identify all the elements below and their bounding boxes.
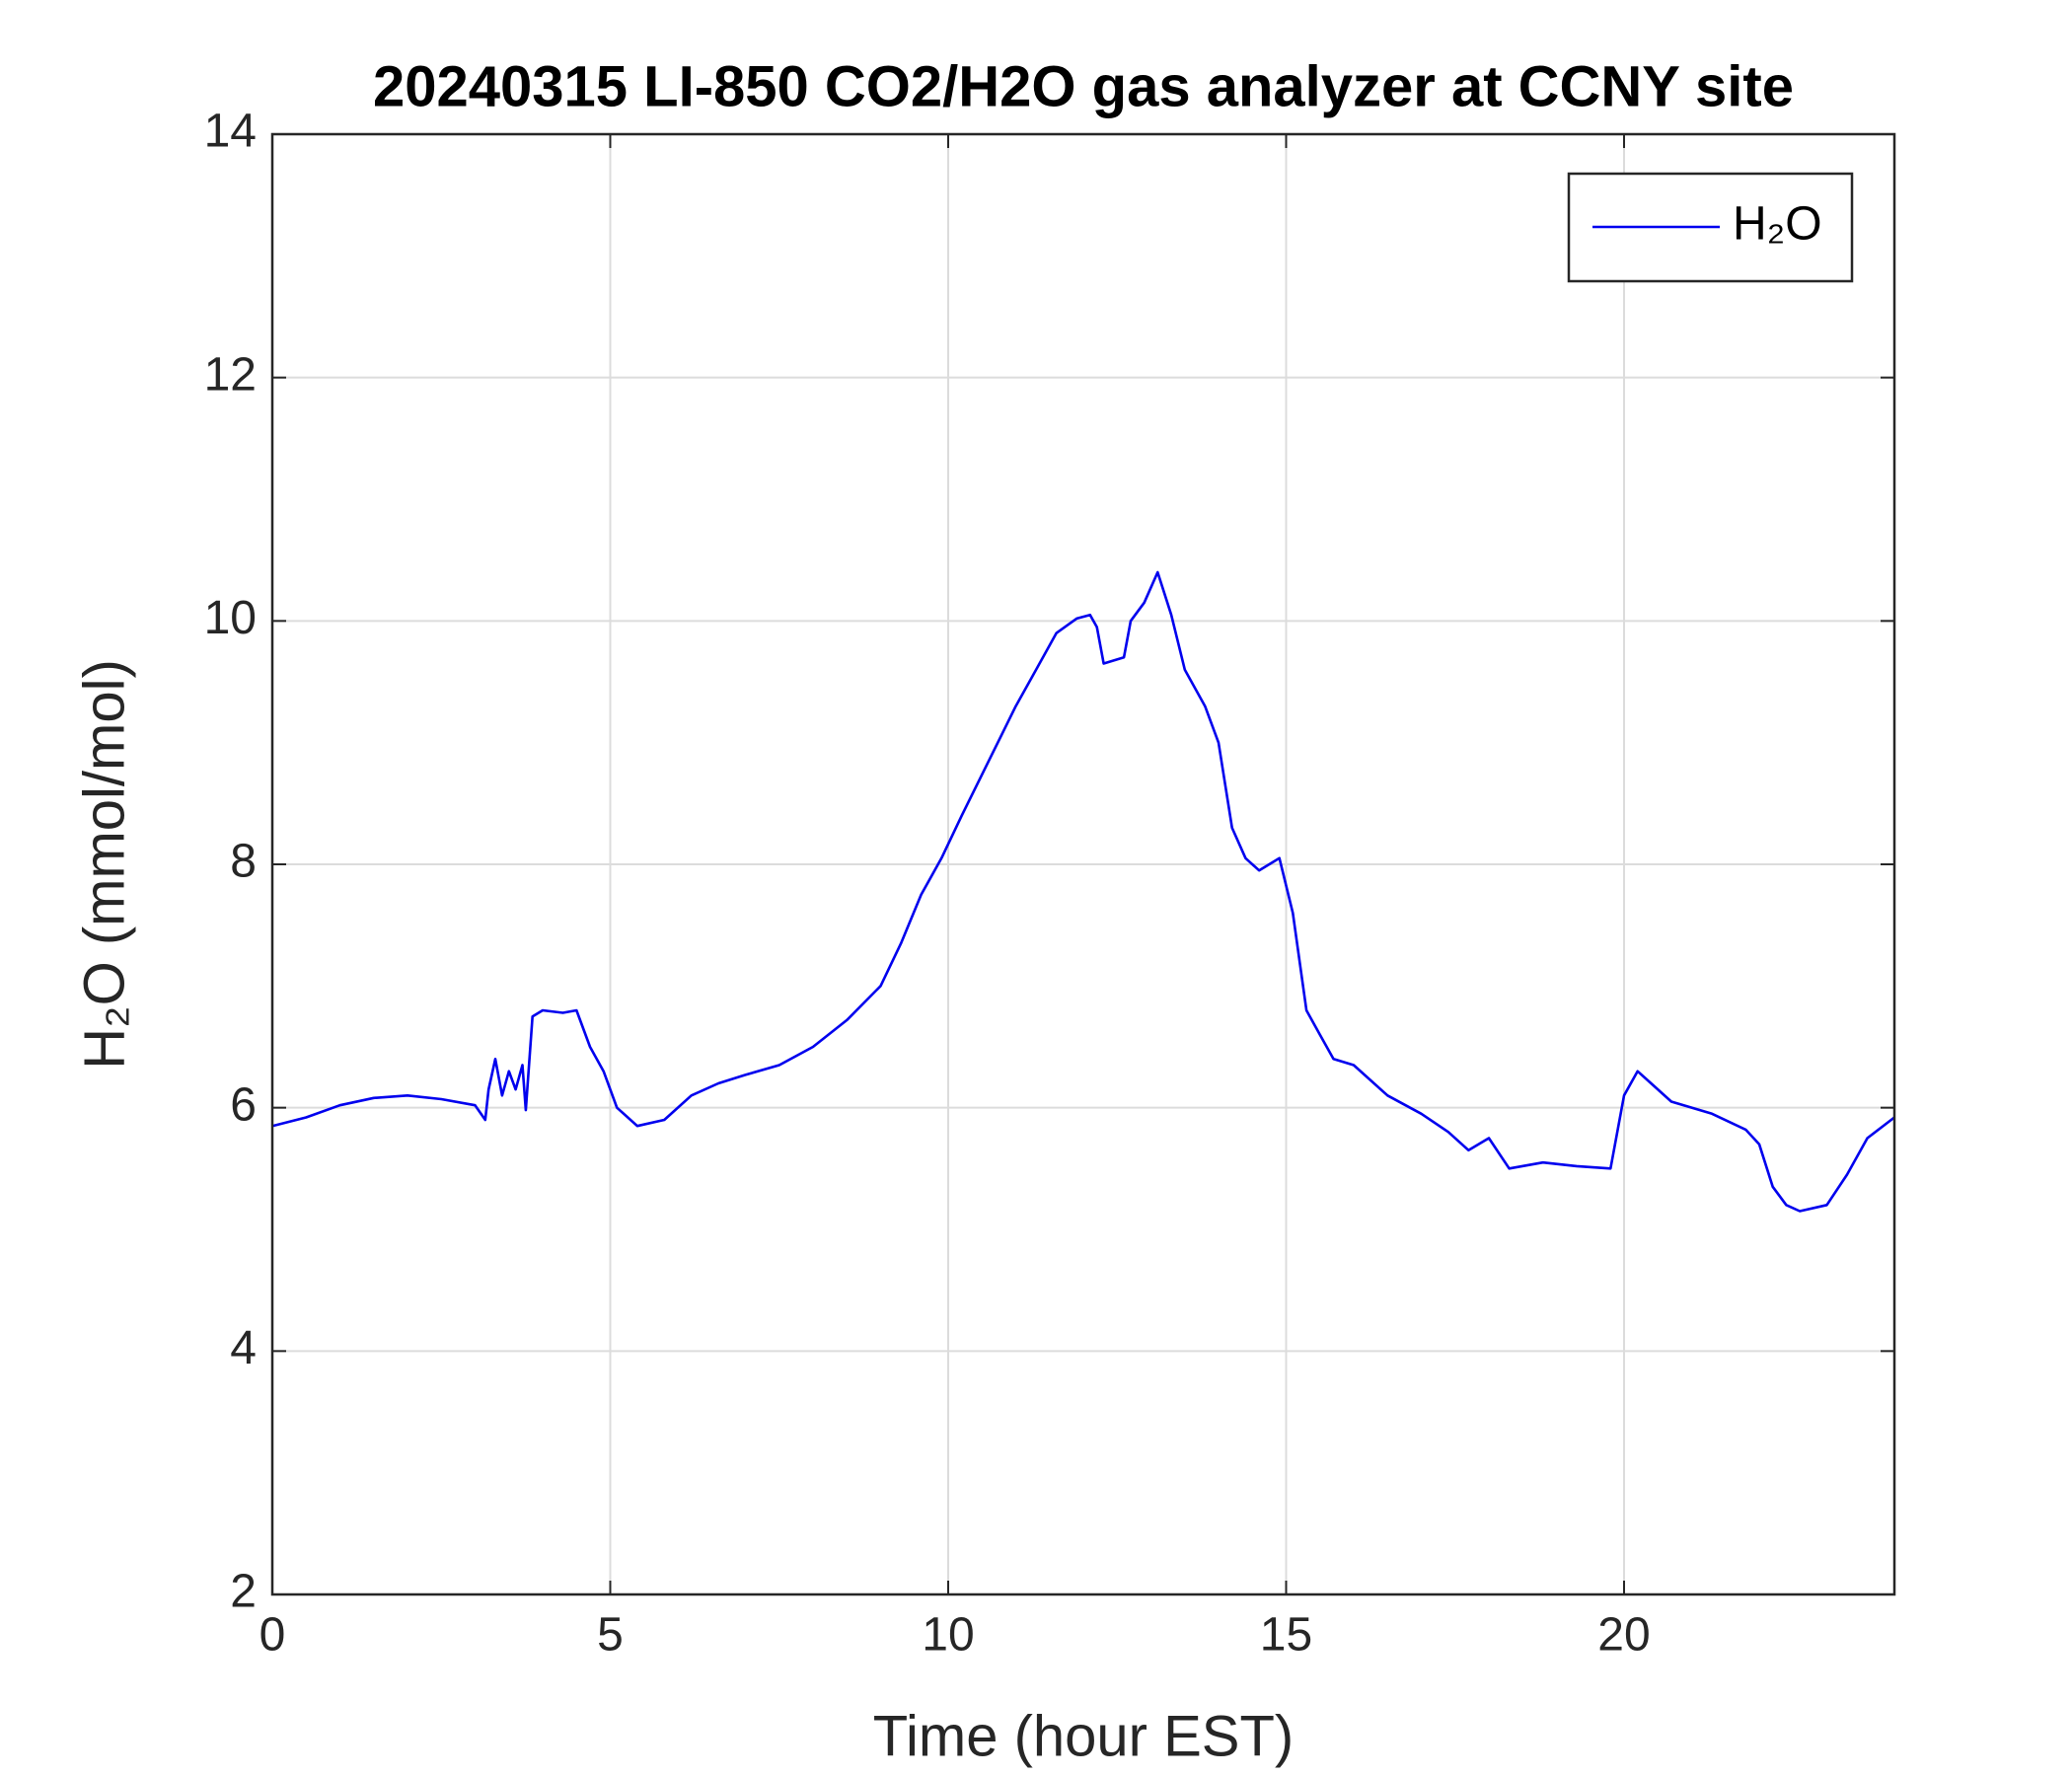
y-tick-label: 2	[230, 1566, 257, 1618]
legend-label: H₂O	[1733, 198, 1822, 251]
x-tick-label: 20	[1597, 1609, 1650, 1662]
y-tick-label: 4	[230, 1322, 257, 1374]
y-tick-label: 12	[204, 348, 257, 401]
data-line	[271, 570, 1895, 1213]
y-tick-label: 8	[230, 836, 257, 888]
x-tick-label: 5	[597, 1609, 624, 1662]
plot-frame	[270, 132, 1896, 1596]
y-axis-label: H₂O (mmol/mol)	[72, 659, 136, 1070]
x-tick-label: 0	[259, 1609, 286, 1662]
chart-title: 20240315 LI-850 CO2/H2O gas analyzer at …	[373, 54, 1794, 118]
y-tick-label: 14	[204, 106, 257, 158]
x-tick-label: 10	[922, 1609, 974, 1662]
x-tick-label: 15	[1260, 1609, 1312, 1662]
y-tick-label: 10	[204, 592, 257, 644]
x-axis-label: Time (hour EST)	[873, 1704, 1294, 1768]
y-tick-label: 6	[230, 1078, 257, 1131]
